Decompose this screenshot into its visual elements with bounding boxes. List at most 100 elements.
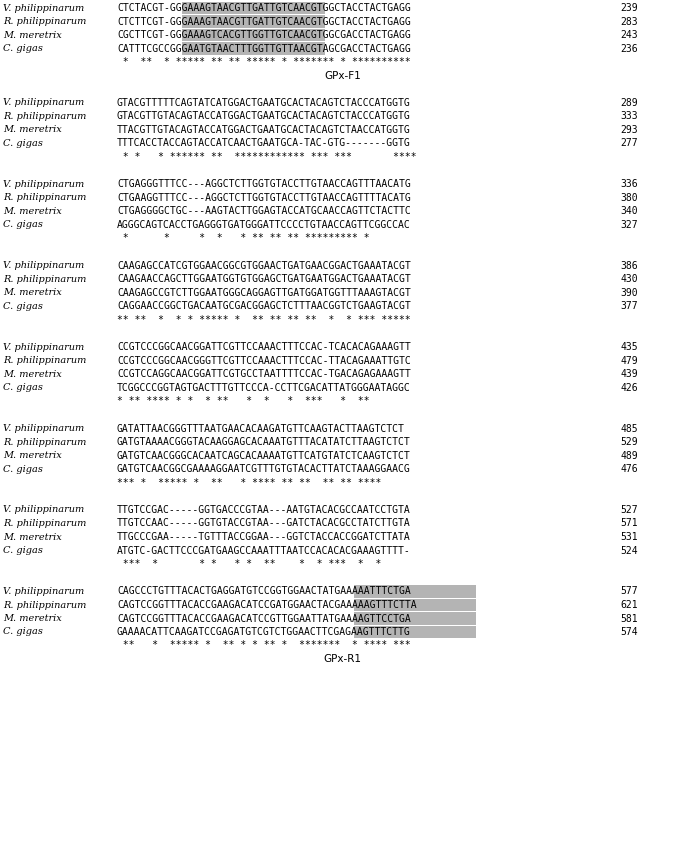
Text: GTACGTTTTTCAGTATCATGGACTGAATGCACTACAGTCTACCCATGGTG: GTACGTTTTTCAGTATCATGGACTGAATGCACTACAGTCT… [117,98,411,108]
Text: CGCTTCGT-GGGAAAGTCACGTTGGTTGTCAACGTGGCGACCTACTGAGG: CGCTTCGT-GGGAAAGTCACGTTGGTTGTCAACGTGGCGA… [117,30,411,40]
Text: C. gigas: C. gigas [3,220,43,229]
Bar [354,626,476,638]
Text: CTCTACGT-GGGAAAGTAACGTTGATTGTCAACGTGGCTACCTACTGAGG: CTCTACGT-GGGAAAGTAACGTTGATTGTCAACGTGGCTA… [117,3,411,13]
Text: TTGTCCGAC-----GGTGACCCGTAA---AATGTACACGCCAATCCTGTA: TTGTCCGAC-----GGTGACCCGTAA---AATGTACACGC… [117,505,411,515]
Text: V. philippinarum: V. philippinarum [3,505,84,515]
Text: AGGGCAGTCACCTGAGGGTGATGGGATTCCCCTGTAACCAGTTCGGCCAC: AGGGCAGTCACCTGAGGGTGATGGGATTCCCCTGTAACCA… [117,220,411,230]
Text: 621: 621 [621,600,638,610]
Text: C. gigas: C. gigas [3,627,43,637]
Text: CTGAGGGTTTCC---AGGCTCTTGGTGTACCTTGTAACCAGTTTAACATG: CTGAGGGTTTCC---AGGCTCTTGGTGTACCTTGTAACCA… [117,179,411,189]
Text: R. philippinarum: R. philippinarum [3,600,86,610]
Text: 426: 426 [621,383,638,393]
Text: R. philippinarum: R. philippinarum [3,274,86,283]
Text: 574: 574 [621,627,638,637]
Bar [182,29,325,41]
Text: 527: 527 [621,505,638,515]
Text: C. gigas: C. gigas [3,44,43,53]
Text: CCGTCCCGGCAACGGATTCGTTCCAAACTTTCCAC-TCACACAGAAAGTT: CCGTCCCGGCAACGGATTCGTTCCAAACTTTCCAC-TCAC… [117,342,411,352]
Text: 243: 243 [621,30,638,40]
Text: V. philippinarum: V. philippinarum [3,587,84,596]
Text: 531: 531 [621,532,638,542]
Text: M. meretrix: M. meretrix [3,125,62,134]
Text: CAGGAACCGGCTGACAATGCGACGGAGCTCTTTAACGGTCTGAAGTACGT: CAGGAACCGGCTGACAATGCGACGGAGCTCTTTAACGGTC… [117,301,411,311]
Text: 524: 524 [621,546,638,556]
Text: 390: 390 [621,288,638,298]
Text: 386: 386 [621,261,638,271]
Text: CAGTCCGGTTTACACCGAAGACATCCGATGGAACTACGAAAAAGTTTCTTA: CAGTCCGGTTTACACCGAAGACATCCGATGGAACTACGAA… [117,600,416,610]
Text: TTGTCCAAC-----GGTGTACCGTAA---GATCTACACGCCTATCTTGTA: TTGTCCAAC-----GGTGTACCGTAA---GATCTACACGC… [117,519,411,528]
Text: TCGGCCCGGTAGTGACTTTGTTCCCA-CCTTCGACATTATGGGAATAGGC: TCGGCCCGGTAGTGACTTTGTTCCCA-CCTTCGACATTAT… [117,383,411,393]
Bar [354,612,476,625]
Text: GAAAACATTCAAGATCCGAGATGTCGTCTGGAACTTCGAGAAGTTTCTTG: GAAAACATTCAAGATCCGAGATGTCGTCTGGAACTTCGAG… [117,627,411,637]
Text: R. philippinarum: R. philippinarum [3,193,86,202]
Text: 439: 439 [621,369,638,379]
Text: M. meretrix: M. meretrix [3,532,62,542]
Text: C. gigas: C. gigas [3,464,43,473]
Text: GATGTAAAACGGGTACAAGGAGCACAAATGTTTACATATCTTAAGTCTCT: GATGTAAAACGGGTACAAGGAGCACAAATGTTTACATATC… [117,437,411,447]
Bar [182,15,325,28]
Text: 333: 333 [621,111,638,121]
Text: V. philippinarum: V. philippinarum [3,98,84,107]
Text: ** **  *  * * ***** *  ** ** ** **  *  * *** *****: ** ** * * * ***** * ** ** ** ** * * *** … [117,315,411,325]
Text: 236: 236 [621,44,638,54]
Text: 327: 327 [621,220,638,230]
Text: V. philippinarum: V. philippinarum [3,342,84,352]
Text: CAGCCCTGTTTACACTGAGGATGTCCGGTGGAACTATGAAAAATTTCTGA: CAGCCCTGTTTACACTGAGGATGTCCGGTGGAACTATGAA… [117,586,411,596]
Bar [354,599,476,611]
Text: 581: 581 [621,613,638,623]
Text: C. gigas: C. gigas [3,302,43,310]
Text: 336: 336 [621,179,638,189]
Text: R. philippinarum: R. philippinarum [3,437,86,447]
Text: M. meretrix: M. meretrix [3,369,62,378]
Text: ATGTC-GACTTCCCGATGAAGCCAAATTTAATCCACACACGAAAGTTTT-: ATGTC-GACTTCCCGATGAAGCCAAATTTAATCCACACAC… [117,546,411,556]
Bar [182,42,325,55]
Text: 577: 577 [621,586,638,596]
Text: GATGTCAACGGGCACAATCAGCACAAAATGTTCATGTATCTCAAGTCTCT: GATGTCAACGGGCACAATCAGCACAAAATGTTCATGTATC… [117,451,411,461]
Text: CAAGAACCAGCTTGGAATGGTGTGGAGCTGATGAATGGACTGAAATACGT: CAAGAACCAGCTTGGAATGGTGTGGAGCTGATGAATGGAC… [117,274,411,284]
Text: * *   * ****** **  ************ *** ***       ****: * * * ****** ** ************ *** *** ***… [117,151,416,161]
Text: CAGTCCGGTTTACACCGAAGACATCCGTTGGAATTATGAAAAGTTCCTGA: CAGTCCGGTTTACACCGAAGACATCCGTTGGAATTATGAA… [117,613,411,623]
Text: 289: 289 [621,98,638,108]
Text: C. gigas: C. gigas [3,546,43,555]
Text: V. philippinarum: V. philippinarum [3,179,84,188]
Text: 529: 529 [621,437,638,447]
Text: GPx-R1: GPx-R1 [323,654,362,664]
Text: *      *     *  *   * ** ** ** ********* *: * * * * * ** ** ** ********* * [117,233,370,243]
Text: C. gigas: C. gigas [3,383,43,392]
Text: 377: 377 [621,301,638,311]
Text: R. philippinarum: R. philippinarum [3,17,86,26]
Text: GATGTCAACGGCGAAAAGGAATCGTTTGTGTACACTTATCTAAAGGAACG: GATGTCAACGGCGAAAAGGAATCGTTTGTGTACACTTATC… [117,464,411,474]
Text: **   *  ***** *  ** * * ** *  *******  * **** ***: ** * ***** * ** * * ** * ******* * **** … [117,641,411,650]
Text: 277: 277 [621,138,638,148]
Text: 485: 485 [621,424,638,433]
Text: V. philippinarum: V. philippinarum [3,424,84,433]
Text: R. philippinarum: R. philippinarum [3,519,86,528]
Text: C. gigas: C. gigas [3,139,43,147]
Text: V. philippinarum: V. philippinarum [3,261,84,270]
Text: 340: 340 [621,206,638,216]
Text: CTGAGGGGCTGC---AAGTACTTGGAGTACCATGCAACCAGTTCTACTTC: CTGAGGGGCTGC---AAGTACTTGGAGTACCATGCAACCA… [117,206,411,216]
Text: GPx-F1: GPx-F1 [324,71,361,81]
Text: GATATTAACGGGTTTAATGAACACAAGATGTTCAAGTACTTAAGTCTCT: GATATTAACGGGTTTAATGAACACAAGATGTTCAAGTACT… [117,424,405,433]
Text: CTGAAGGTTTCC---AGGCTCTTGGTGTACCTTGTAACCAGTTTTACATG: CTGAAGGTTTCC---AGGCTCTTGGTGTACCTTGTAACCA… [117,193,411,203]
Text: CCGTCCAGGCAACGGATTCGTGCCTAATTTTCCAC-TGACAGAGAAAGTT: CCGTCCAGGCAACGGATTCGTGCCTAATTTTCCAC-TGAC… [117,369,411,379]
Text: 571: 571 [621,519,638,528]
Text: M. meretrix: M. meretrix [3,207,62,215]
Text: R. philippinarum: R. philippinarum [3,112,86,120]
Bar [354,585,476,598]
Text: CAAGAGCCATCGTGGAACGGCGTGGAACTGATGAACGGACTGAAATACGT: CAAGAGCCATCGTGGAACGGCGTGGAACTGATGAACGGAC… [117,261,411,271]
Text: V. philippinarum: V. philippinarum [3,3,84,13]
Text: 476: 476 [621,464,638,474]
Text: 489: 489 [621,451,638,461]
Text: 380: 380 [621,193,638,203]
Text: TTTCACCTACCAGTACCATCAACTGAATGCA-TAC-GTG-------GGTG: TTTCACCTACCAGTACCATCAACTGAATGCA-TAC-GTG-… [117,138,411,148]
Bar [182,2,325,14]
Text: GTACGTTGTACAGTACCATGGACTGAATGCACTACAGTCTACCCATGGTG: GTACGTTGTACAGTACCATGGACTGAATGCACTACAGTCT… [117,111,411,121]
Text: 283: 283 [621,17,638,27]
Text: * ** **** * *  * **   *  *   *  ***   *  **: * ** **** * * * ** * * * *** * ** [117,396,370,406]
Text: CAAGAGCCGTCTTGGAATGGGCAGGAGTTGATGGATGGTTTAAAGTACGT: CAAGAGCCGTCTTGGAATGGGCAGGAGTTGATGGATGGTT… [117,288,411,298]
Text: M. meretrix: M. meretrix [3,30,62,40]
Text: *  **  * ***** ** ** ***** * ******* * **********: * ** * ***** ** ** ***** * ******* * ***… [117,57,411,67]
Text: ***  *       * *   * *  **    *  * ***  *  *: *** * * * * * ** * * *** * * [117,559,382,569]
Text: TTGCCCGAA-----TGTTTACCGGAA---GGTCTACCACCGGATCTTATA: TTGCCCGAA-----TGTTTACCGGAA---GGTCTACCACC… [117,532,411,542]
